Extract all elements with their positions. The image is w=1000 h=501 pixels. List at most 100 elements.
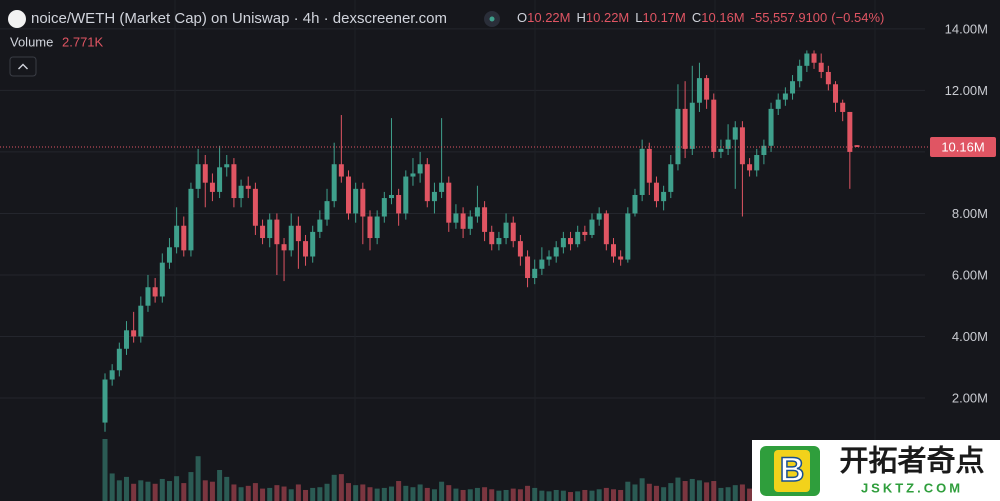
candle-body — [396, 194, 402, 214]
volume-bar — [467, 489, 473, 501]
candle-body — [732, 127, 738, 140]
volume-bar — [431, 489, 437, 501]
ohlc-value: 10.22M — [586, 10, 629, 25]
header: noice/WETH (Market Cap) on Uniswap · 4h … — [8, 10, 884, 77]
candle-body — [252, 188, 258, 226]
volume-bar — [732, 485, 738, 501]
candle-body — [131, 330, 137, 337]
volume-bar — [704, 482, 710, 501]
candle-body — [854, 145, 860, 148]
ohlc-key: O — [517, 10, 527, 25]
candle-body — [575, 231, 581, 245]
ohlc-value: 10.17M — [643, 10, 686, 25]
candle-body — [768, 108, 774, 146]
volume-bar — [131, 483, 137, 501]
candle-body — [553, 247, 559, 257]
volume-label: Volume — [10, 34, 53, 49]
volume-bar — [582, 489, 588, 501]
volume-bar — [260, 488, 266, 501]
volume-bar — [281, 486, 287, 501]
candle-body — [618, 256, 624, 260]
volume-bar — [725, 487, 731, 501]
volume-bar — [138, 480, 144, 501]
candle-body — [582, 231, 588, 235]
candle-body — [782, 93, 788, 100]
candle-body — [109, 370, 115, 380]
candle-body — [847, 111, 853, 152]
volume-bar — [632, 484, 638, 501]
candle-body — [754, 155, 760, 171]
candle-body — [560, 238, 566, 248]
watermark-url: JSKTZ.COM — [861, 480, 963, 495]
candle-body — [102, 379, 108, 423]
watermark-logo: B — [780, 451, 805, 489]
candle-body — [797, 65, 803, 82]
volume-bar — [310, 487, 316, 501]
candle-body — [661, 191, 667, 202]
volume-bar — [231, 484, 237, 501]
volume-bar — [195, 456, 201, 501]
candle-body — [324, 201, 330, 220]
candle-body — [174, 225, 180, 248]
candle-body — [610, 244, 616, 257]
candle-body — [510, 222, 516, 242]
last-price-box — [930, 137, 996, 158]
candle-body — [761, 145, 767, 156]
volume-bar — [360, 484, 366, 501]
candle-body — [474, 207, 480, 217]
candle-body — [739, 127, 745, 165]
volume-bar — [453, 488, 459, 501]
volume-bar — [603, 487, 609, 501]
y-tick-label: 6.00M — [952, 267, 988, 282]
volume-bar — [503, 489, 509, 501]
volume-bar — [166, 481, 172, 501]
candle-body — [346, 176, 352, 214]
candle-body — [353, 188, 359, 214]
candle-body — [689, 102, 695, 149]
volume-bar — [396, 481, 402, 501]
y-tick-label: 14.00M — [945, 21, 988, 36]
candle-body — [360, 188, 366, 217]
visibility-toggle[interactable] — [484, 11, 500, 27]
volume-bar — [618, 489, 624, 501]
volume-bar — [252, 483, 258, 501]
ohlc-key: L — [635, 10, 642, 25]
volume-bar — [317, 487, 323, 501]
candle-body — [260, 225, 266, 239]
volume-bar — [482, 487, 488, 501]
eye-icon — [489, 16, 495, 22]
candle-body — [238, 185, 244, 199]
watermark-title: 开拓者奇点 — [839, 445, 984, 478]
volume-bar — [639, 478, 645, 501]
grid — [0, 28, 925, 399]
volume-bar — [739, 484, 745, 501]
y-tick-label: 12.00M — [945, 83, 988, 98]
candle-body — [116, 348, 122, 371]
candle-body — [188, 188, 194, 251]
candle-body — [424, 164, 430, 202]
volume-bar — [646, 483, 652, 501]
candle-body — [725, 139, 731, 149]
candle-body — [825, 71, 831, 85]
y-tick-label: 4.00M — [952, 329, 988, 344]
volume-bar — [417, 484, 423, 501]
volume-value: 2.771K — [62, 34, 104, 49]
volume-bar — [711, 481, 717, 501]
candle-body — [388, 194, 394, 199]
collapse-icon — [18, 63, 28, 70]
candle-body — [632, 194, 638, 214]
watermark-logo-inner — [774, 450, 810, 492]
candle-body — [209, 182, 215, 192]
collapse-button[interactable] — [9, 56, 37, 77]
volume-bar — [324, 483, 330, 501]
candle-body — [303, 241, 309, 257]
volume-bar — [331, 474, 337, 501]
candle-body — [166, 247, 172, 263]
candle-body — [546, 256, 552, 260]
candle-body — [539, 259, 545, 269]
candle-body — [224, 164, 230, 168]
candle-body — [446, 182, 452, 223]
volume-bar — [568, 492, 574, 501]
collapse-box[interactable] — [9, 56, 37, 77]
